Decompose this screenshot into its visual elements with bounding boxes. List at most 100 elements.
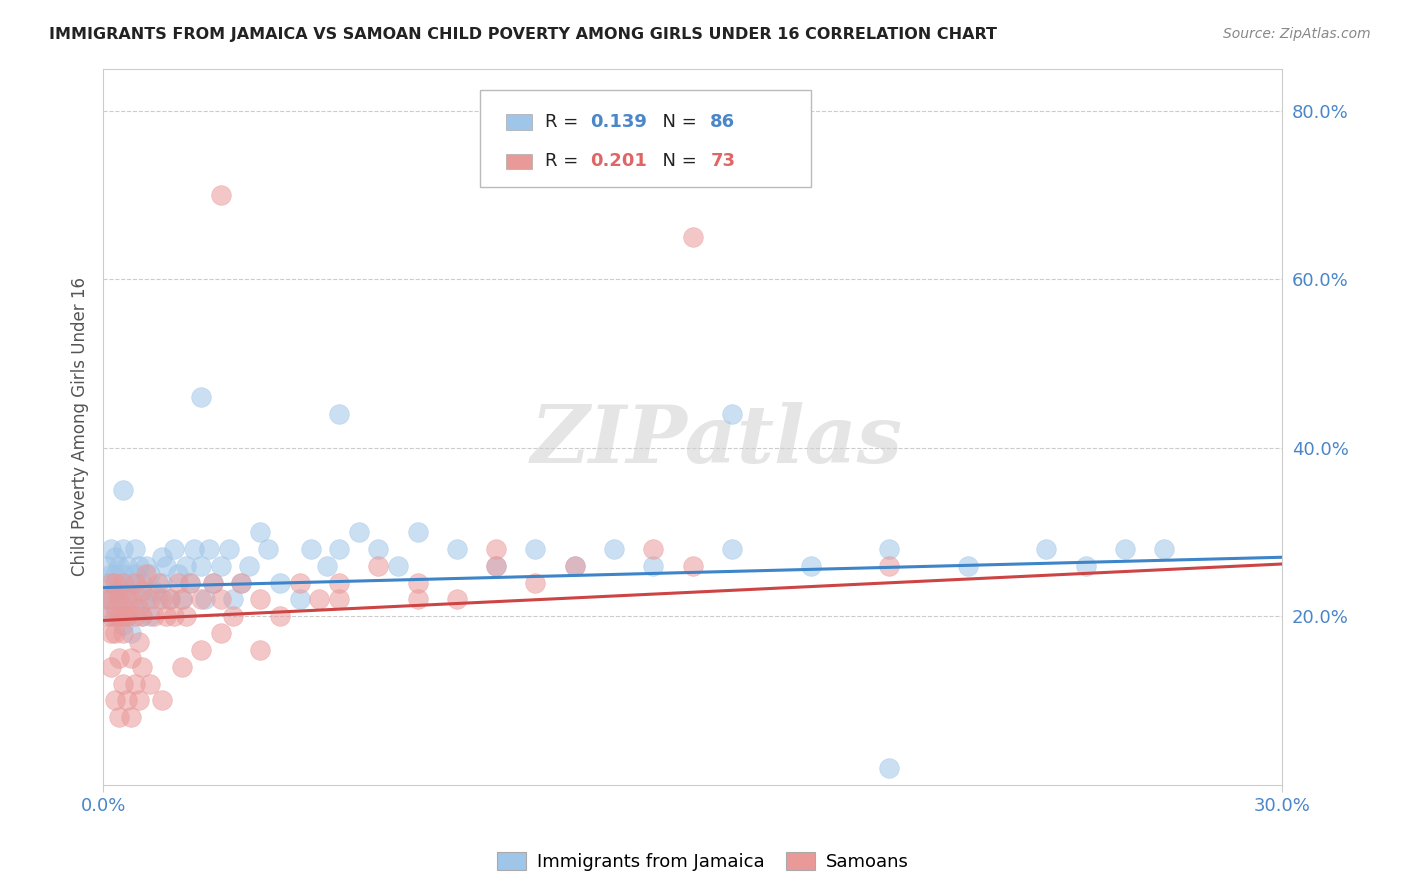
Point (800, 558, 823, 573)
Point (877, 558, 900, 573)
Point (174, 609, 197, 624)
Point (128, 693, 150, 707)
Point (1074, 558, 1097, 573)
Point (485, 558, 508, 573)
Point (202, 575, 225, 590)
Point (301, 541, 323, 556)
Point (163, 609, 186, 624)
Point (96, 575, 118, 590)
Point (124, 676, 146, 690)
Point (104, 693, 127, 707)
Point (115, 693, 138, 707)
Point (190, 592, 212, 607)
Point (139, 592, 162, 607)
Point (179, 575, 201, 590)
Point (222, 592, 245, 607)
Point (111, 567, 134, 582)
Point (115, 558, 138, 573)
Point (1114, 541, 1136, 556)
Point (128, 634, 150, 648)
Point (209, 626, 232, 640)
Point (124, 541, 146, 556)
Point (347, 524, 370, 539)
Point (721, 541, 744, 556)
Point (150, 693, 173, 707)
Point (120, 710, 142, 724)
Point (524, 575, 547, 590)
Point (166, 567, 188, 582)
FancyBboxPatch shape (506, 114, 533, 129)
Point (155, 609, 177, 624)
Point (209, 558, 232, 573)
Point (249, 643, 271, 657)
Text: ZIPatlas: ZIPatlas (530, 402, 903, 480)
Point (104, 626, 127, 640)
Point (124, 600, 146, 615)
Point (108, 592, 131, 607)
Point (155, 558, 177, 573)
Point (100, 567, 122, 582)
Point (143, 609, 166, 624)
Point (163, 541, 186, 556)
Point (150, 592, 173, 607)
Point (104, 567, 127, 582)
Text: 86: 86 (710, 113, 735, 131)
FancyBboxPatch shape (481, 90, 811, 186)
Point (111, 575, 134, 590)
Point (111, 626, 134, 640)
Point (316, 558, 339, 573)
Point (115, 609, 138, 624)
Point (877, 761, 900, 775)
Point (229, 575, 252, 590)
Point (288, 575, 311, 590)
Point (209, 592, 232, 607)
Point (139, 567, 162, 582)
Point (100, 592, 122, 607)
Point (124, 575, 146, 590)
Point (111, 541, 134, 556)
Point (128, 600, 150, 615)
Point (406, 592, 429, 607)
Point (120, 592, 142, 607)
Point (104, 583, 127, 598)
Point (269, 575, 291, 590)
Point (131, 609, 153, 624)
Point (166, 575, 188, 590)
Point (367, 541, 389, 556)
Point (643, 558, 665, 573)
Point (179, 575, 201, 590)
Point (269, 609, 291, 624)
Point (174, 558, 197, 573)
Point (111, 592, 134, 607)
Point (183, 541, 205, 556)
Point (218, 541, 240, 556)
Text: R =: R = (546, 153, 585, 170)
Y-axis label: Child Poverty Among Girls Under 16: Child Poverty Among Girls Under 16 (72, 277, 89, 576)
Point (190, 390, 212, 404)
Point (446, 541, 468, 556)
Point (170, 592, 193, 607)
Point (387, 558, 409, 573)
Point (115, 609, 138, 624)
Point (1035, 541, 1057, 556)
Point (108, 651, 131, 665)
Point (249, 592, 271, 607)
Point (406, 575, 429, 590)
Text: 0.201: 0.201 (591, 153, 647, 170)
Point (100, 575, 122, 590)
Point (96, 592, 118, 607)
Point (190, 558, 212, 573)
Point (108, 558, 131, 573)
Point (131, 660, 153, 674)
FancyBboxPatch shape (506, 153, 533, 169)
Point (328, 407, 350, 421)
Text: N =: N = (651, 153, 703, 170)
Point (159, 592, 181, 607)
Point (104, 609, 127, 624)
Point (124, 609, 146, 624)
Text: 73: 73 (710, 153, 735, 170)
Point (100, 541, 122, 556)
Point (108, 710, 131, 724)
Point (682, 558, 704, 573)
Point (956, 558, 979, 573)
